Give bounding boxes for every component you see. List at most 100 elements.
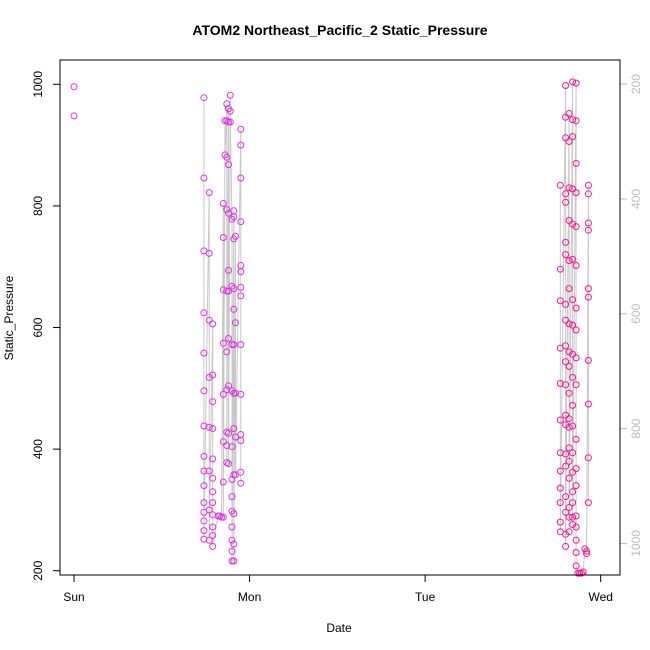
data-point: [209, 474, 217, 482]
y-tick-label: 200: [31, 560, 45, 580]
data-point: [556, 518, 564, 526]
data-point: [565, 444, 573, 452]
data-point: [219, 478, 227, 486]
data-point: [572, 304, 580, 312]
data-point: [562, 462, 570, 470]
data-point: [565, 389, 573, 397]
data-point: [200, 94, 208, 102]
data-point: [562, 113, 570, 121]
data-point: [556, 467, 564, 475]
data-point: [70, 112, 78, 120]
data-point: [209, 532, 217, 539]
data-point: [569, 78, 577, 86]
y-tick-label: 400: [31, 439, 45, 459]
data-point: [572, 381, 580, 389]
data-point: [556, 416, 564, 424]
data-point: [556, 499, 564, 507]
data-point: [205, 423, 213, 431]
data-point: [565, 423, 573, 431]
data-point: [584, 356, 592, 364]
data-point: [230, 285, 238, 293]
data-point: [237, 341, 245, 349]
data-point: [223, 459, 231, 466]
data-point: [230, 557, 238, 565]
data-point: [569, 488, 577, 496]
data-point: [584, 190, 592, 198]
y-tick-label: 800: [31, 196, 45, 216]
right-tick-label: 400: [629, 189, 643, 209]
data-point: [219, 513, 227, 521]
right-tick-label: 600: [629, 303, 643, 323]
data-point: [565, 504, 573, 511]
data-point: [237, 292, 245, 300]
data-point: [237, 141, 245, 149]
data-point: [228, 547, 236, 555]
x-tick-label: Wed: [588, 590, 612, 604]
data-point: [572, 435, 580, 443]
data-point: [572, 262, 580, 269]
data-point: [569, 499, 577, 507]
data-point: [200, 349, 208, 357]
data-point: [237, 479, 245, 487]
data-point: [228, 523, 236, 531]
data-point: [556, 297, 564, 305]
data-point: [569, 116, 577, 124]
data-point: [225, 266, 232, 274]
data-point: [226, 107, 234, 115]
data-point: [228, 476, 236, 483]
data-point: [565, 217, 573, 224]
data-point: [572, 79, 580, 87]
data-point: [584, 454, 592, 462]
data-point: [584, 285, 592, 293]
data-point: [200, 387, 208, 395]
data-point: [200, 452, 208, 460]
data-point: [562, 358, 570, 366]
data-point: [562, 316, 570, 324]
data-point: [219, 200, 227, 207]
data-point: [205, 189, 213, 197]
data-point: [562, 421, 570, 429]
data-point: [569, 449, 577, 457]
data-point: [70, 83, 78, 91]
data-point: [562, 251, 570, 259]
data-point: [562, 300, 570, 308]
data-point: [228, 536, 236, 544]
data-point: [209, 488, 217, 496]
data-point: [565, 513, 573, 521]
data-point: [225, 460, 232, 468]
profile-line-layer: [203, 81, 589, 574]
data-point: [577, 569, 585, 577]
data-point: [225, 335, 232, 342]
data-point: [565, 257, 573, 265]
data-point: [569, 296, 577, 304]
data-point: [219, 390, 227, 398]
data-point: [584, 400, 592, 408]
data-point: [226, 91, 234, 99]
data-point: [209, 398, 217, 406]
y-tick-label: 1000: [31, 71, 45, 98]
data-point: [572, 536, 580, 544]
data-point: [230, 510, 238, 518]
right-tick-label: 200: [629, 74, 643, 94]
data-point: [565, 528, 573, 536]
plot-frame: [59, 59, 621, 576]
data-point: [209, 511, 217, 519]
data-point: [237, 174, 245, 182]
profile-line: [559, 81, 589, 574]
data-point: [228, 443, 236, 451]
data-point: [205, 536, 213, 544]
data-point: [562, 542, 570, 550]
data-point: [230, 213, 238, 221]
data-point: [225, 161, 232, 169]
data-point: [230, 425, 238, 432]
data-point: [569, 321, 577, 329]
y-tick-label: 600: [31, 317, 45, 337]
x-axis-label: Date: [326, 621, 352, 635]
data-point: [223, 348, 231, 356]
data-point: [556, 380, 564, 387]
data-point: [562, 411, 570, 419]
data-point: [584, 181, 592, 189]
data-point: [569, 133, 577, 141]
data-point: [572, 354, 580, 362]
